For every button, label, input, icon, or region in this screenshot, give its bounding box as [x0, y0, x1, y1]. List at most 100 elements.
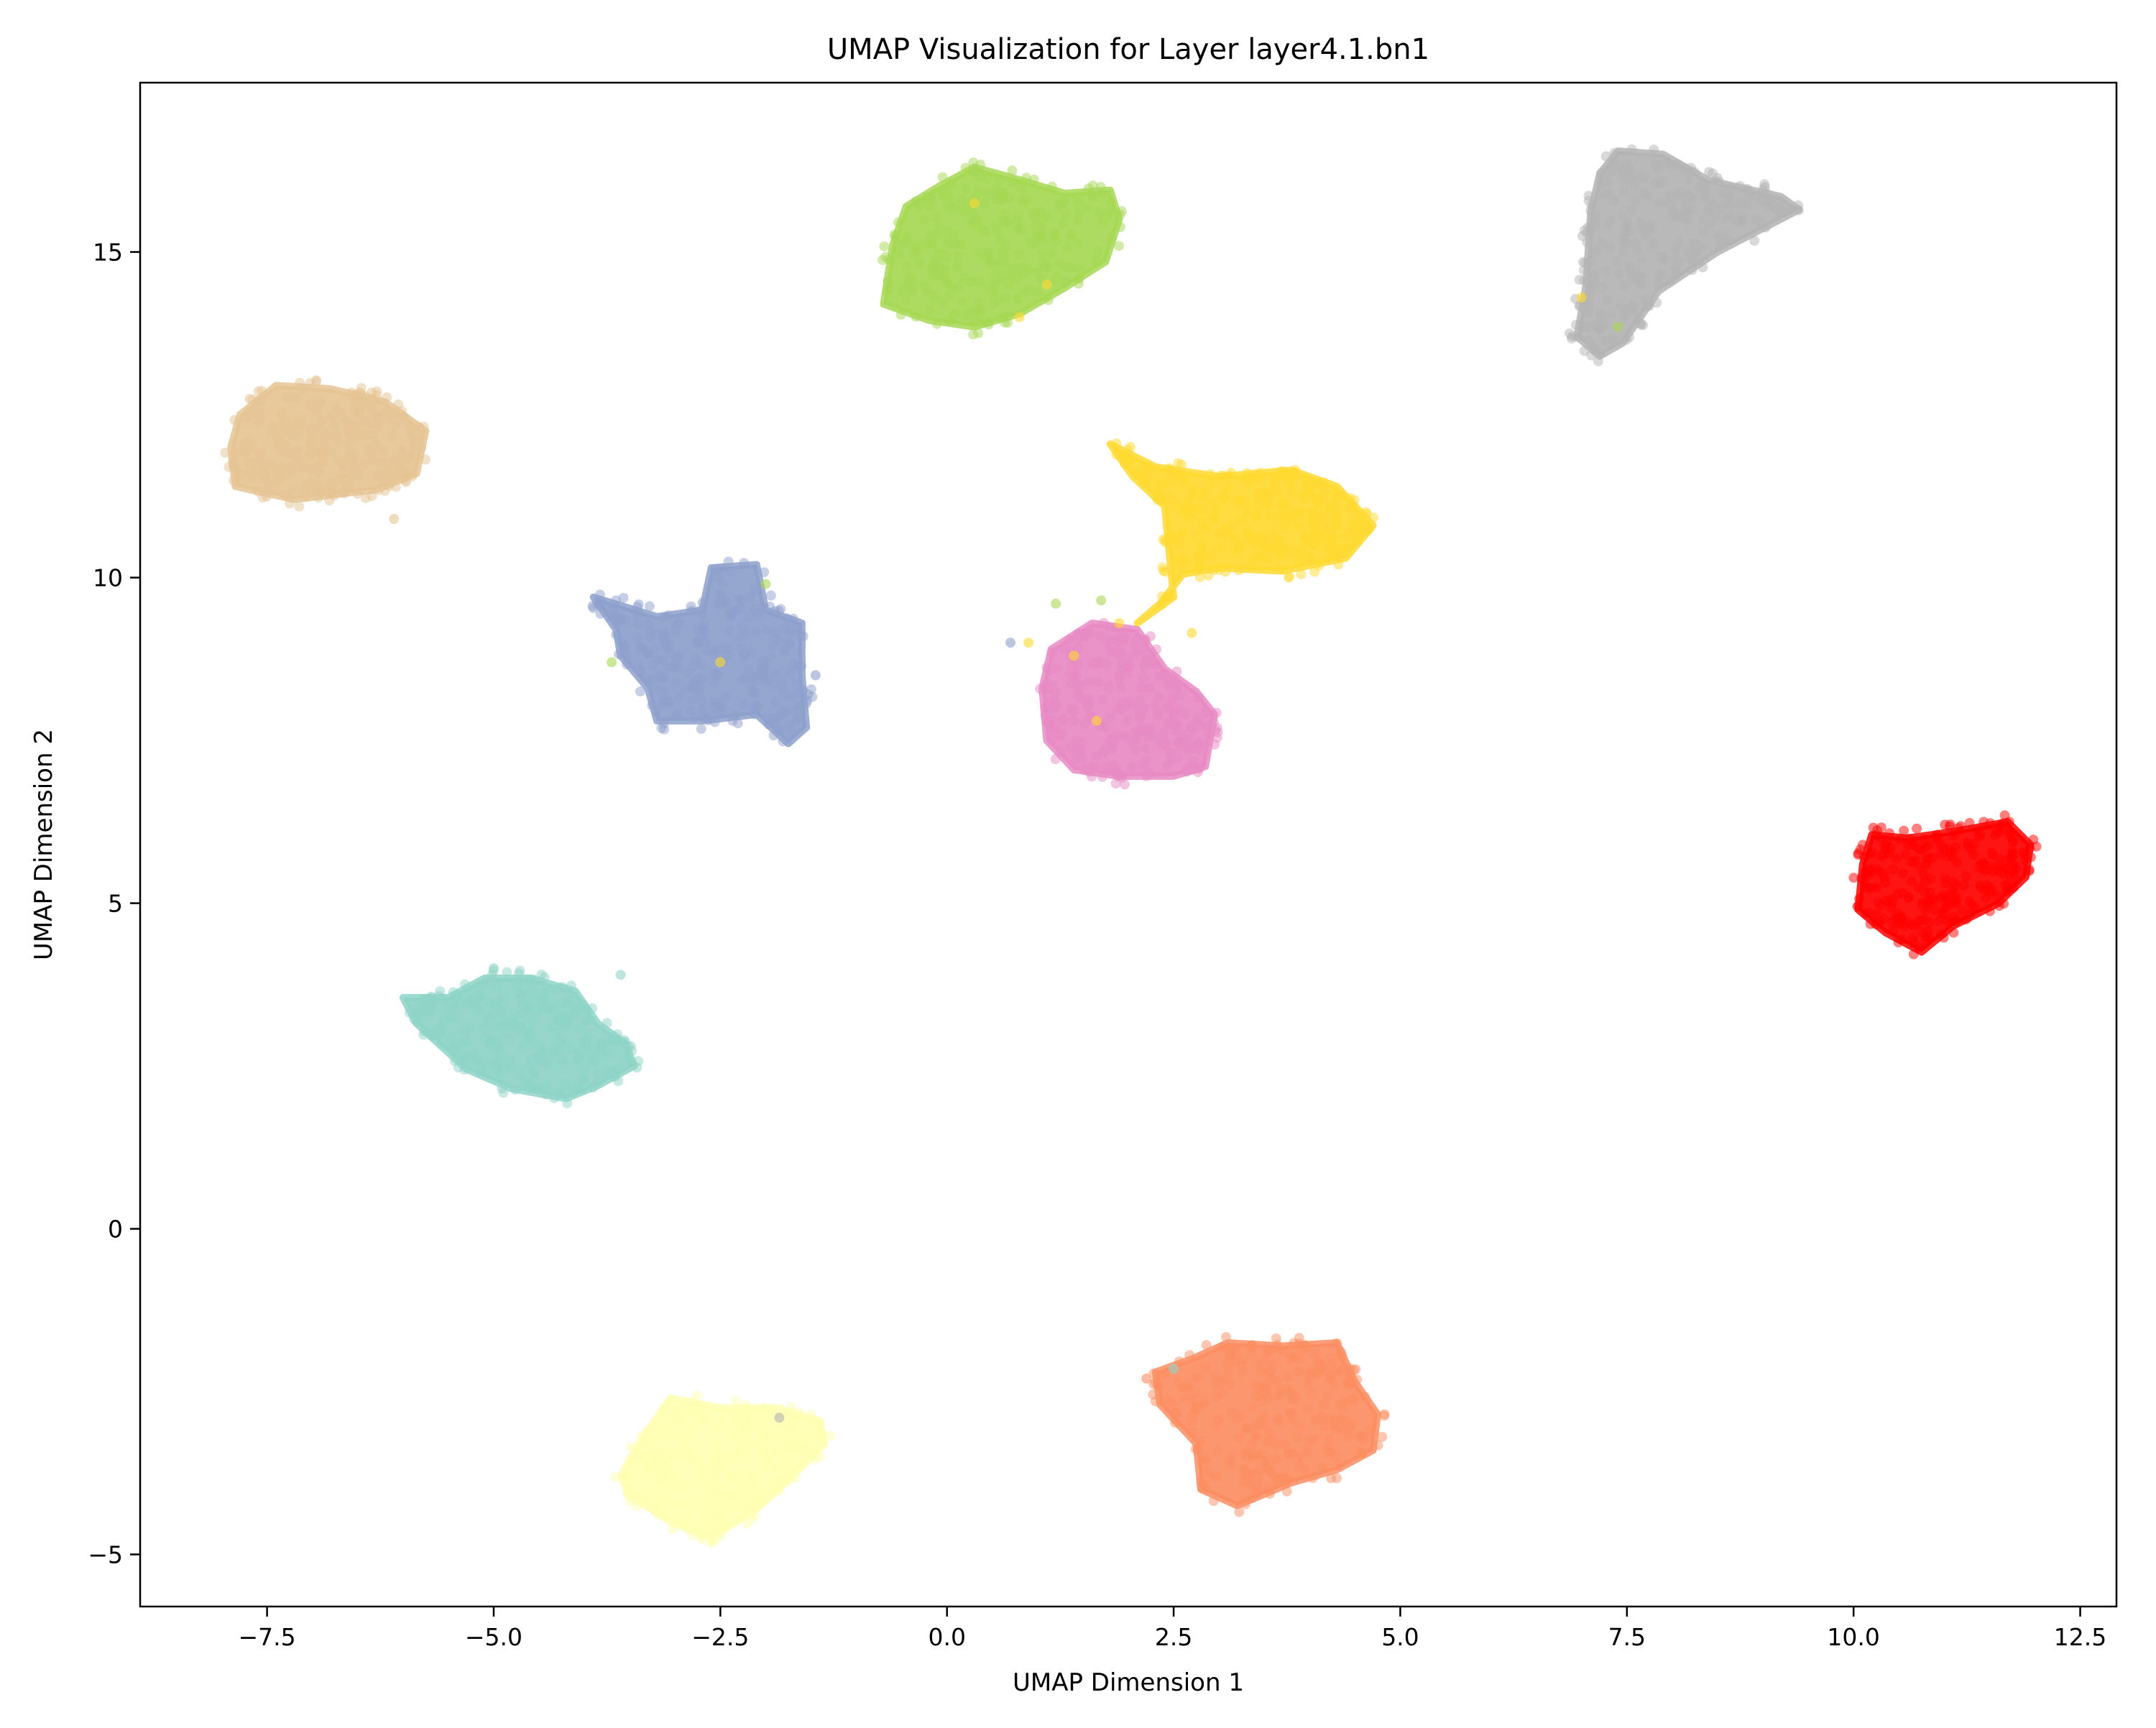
- scatter-point: [489, 963, 499, 974]
- scatter-point: [2028, 835, 2039, 845]
- scatter-point: [1240, 1499, 1250, 1509]
- scatter-point: [928, 290, 938, 301]
- scatter-point: [1629, 238, 1640, 249]
- scatter-point: [525, 1082, 535, 1093]
- scatter-point: [594, 589, 605, 600]
- scatter-point: [1871, 909, 1882, 919]
- scatter-point: [418, 1029, 429, 1040]
- scatter-point: [1631, 194, 1641, 205]
- scatter-point: [1591, 246, 1602, 257]
- scatter-point: [1247, 1493, 1258, 1503]
- scatter-point: [692, 1466, 703, 1476]
- scatter-point: [788, 659, 798, 669]
- scatter-point: [476, 990, 487, 1001]
- scatter-point: [453, 1062, 464, 1073]
- scatter-point: [806, 684, 816, 694]
- scatter-point: [1210, 1392, 1221, 1402]
- scatter-point: [1871, 883, 1882, 893]
- scatter-point: [825, 1430, 836, 1441]
- scatter-point: [257, 492, 268, 503]
- scatter-point: [1234, 565, 1244, 576]
- scatter-point: [1334, 1459, 1345, 1470]
- scatter-point: [544, 983, 555, 994]
- scatter-point: [1140, 743, 1151, 753]
- scatter-point: [1091, 255, 1102, 266]
- scatter-point: [435, 1029, 446, 1039]
- scatter-point: [696, 724, 706, 734]
- scatter-point: [286, 430, 297, 441]
- scatter-point: [817, 1429, 827, 1440]
- scatter-point: [379, 485, 390, 496]
- scatter-point: [326, 448, 337, 458]
- scatter-point: [1210, 1422, 1221, 1432]
- scatter-point: [1613, 321, 1623, 332]
- scatter-point: [783, 638, 794, 648]
- scatter-point: [1991, 890, 2002, 901]
- scatter-point: [1101, 762, 1112, 773]
- scatter-point: [324, 495, 335, 506]
- scatter-point: [1084, 627, 1095, 638]
- scatter-point: [1959, 880, 1970, 891]
- scatter-point: [1200, 1362, 1210, 1373]
- scatter-point: [1637, 254, 1647, 265]
- scatter-point: [1290, 1393, 1301, 1404]
- scatter-point: [448, 998, 459, 1009]
- scatter-point: [652, 1451, 663, 1461]
- scatter-point: [240, 447, 251, 458]
- scatter-point: [960, 162, 971, 173]
- scatter-point: [1135, 695, 1146, 706]
- scatter-point: [1210, 725, 1221, 735]
- scatter-point: [445, 1013, 456, 1024]
- scatter-point: [1640, 172, 1651, 183]
- scatter-point: [1717, 203, 1728, 213]
- scatter-point: [1210, 1471, 1221, 1482]
- scatter-point: [552, 1027, 563, 1038]
- scatter-point: [931, 318, 942, 329]
- scatter-point: [2005, 827, 2016, 838]
- scatter-point: [949, 239, 960, 249]
- scatter-point: [1583, 190, 1594, 201]
- scatter-point: [1294, 1333, 1304, 1343]
- scatter-point: [1319, 1421, 1330, 1432]
- scatter-point: [957, 195, 968, 206]
- scatter-point: [1704, 167, 1715, 178]
- scatter-point: [420, 454, 431, 465]
- scatter-point: [736, 1444, 747, 1455]
- scatter-point: [924, 202, 935, 213]
- scatter-point: [1234, 1507, 1245, 1517]
- scatter-point: [596, 597, 607, 608]
- scatter-point: [292, 416, 302, 427]
- scatter-point: [581, 1043, 592, 1054]
- scatter-point: [1272, 487, 1283, 497]
- scatter-point: [1064, 231, 1075, 242]
- scatter-point: [998, 188, 1008, 198]
- scatter-point: [1237, 1411, 1248, 1422]
- scatter-point: [1061, 209, 1072, 220]
- scatter-point: [1139, 724, 1150, 735]
- scatter-point: [740, 1453, 750, 1463]
- scatter-point: [768, 640, 778, 651]
- scatter-point: [1932, 835, 1943, 846]
- scatter-point: [668, 1524, 678, 1535]
- scatter-point: [1571, 319, 1581, 330]
- scatter-point: [788, 613, 798, 624]
- scatter-point: [1013, 212, 1023, 223]
- scatter-point: [1986, 847, 1997, 858]
- scatter-point: [694, 689, 705, 700]
- scatter-point: [272, 434, 283, 445]
- scatter-point: [1975, 863, 1986, 874]
- scatter-point: [696, 1532, 706, 1542]
- scatter-point: [264, 483, 275, 493]
- scatter-point: [1138, 672, 1149, 683]
- scatter-point: [614, 1063, 624, 1074]
- scatter-point: [660, 1484, 671, 1494]
- scatter-point: [1373, 1440, 1383, 1451]
- scatter-point: [1041, 662, 1052, 673]
- scatter-point: [1201, 1483, 1211, 1494]
- cluster-9: [1148, 1332, 1390, 1517]
- scatter-point: [1961, 914, 1971, 925]
- scatter-point: [1618, 280, 1629, 291]
- scatter-point: [1064, 635, 1075, 645]
- scatter-point: [1964, 817, 1975, 828]
- scatter-point: [1204, 469, 1215, 479]
